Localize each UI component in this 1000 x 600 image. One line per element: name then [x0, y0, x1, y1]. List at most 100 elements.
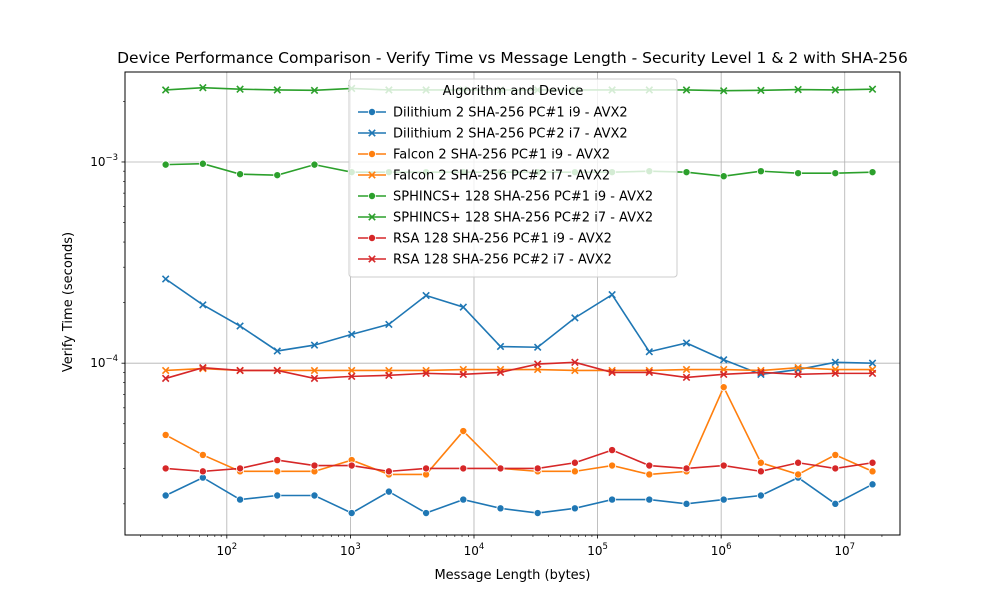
legend-item: SPHINCS+ 128 SHA-256 PC#2 i7 - AVX2	[358, 211, 653, 226]
series-line	[165, 476, 873, 514]
legend-label: SPHINCS+ 128 SHA-256 PC#2 i7 - AVX2	[393, 211, 653, 226]
data-point	[794, 470, 803, 479]
legend-box	[348, 78, 678, 278]
data-point	[645, 495, 654, 504]
data-point	[868, 359, 877, 367]
data-point	[570, 458, 579, 467]
series-0	[161, 473, 877, 518]
data-point	[236, 464, 245, 473]
data-point	[161, 464, 170, 473]
data-point	[794, 458, 803, 467]
data-point	[571, 358, 579, 367]
data-point	[161, 430, 170, 439]
data-point	[756, 467, 765, 476]
data-point	[273, 347, 282, 355]
plot-frame	[124, 71, 901, 536]
legend-item: Dilithium 2 SHA-256 PC#2 i7 - AVX2	[358, 127, 628, 142]
data-point	[496, 504, 505, 513]
data-point	[868, 168, 877, 177]
y-tick-label: 10−4	[90, 354, 118, 370]
data-point	[831, 369, 840, 378]
data-point	[608, 368, 616, 377]
chart-title: Device Performance Comparison - Verify T…	[117, 49, 908, 67]
series-6	[161, 446, 877, 476]
data-point	[459, 464, 468, 473]
series-1	[161, 275, 877, 379]
legend-label: Falcon 2 SHA-256 PC#2 i7 - AVX2	[393, 169, 610, 184]
data-point	[236, 85, 244, 93]
data-point	[496, 368, 505, 377]
data-point	[831, 358, 840, 367]
data-point	[794, 169, 803, 178]
series-line	[165, 278, 873, 376]
data-point	[868, 467, 877, 476]
data-point	[161, 275, 170, 283]
data-point	[719, 461, 728, 470]
data-point	[682, 86, 691, 94]
x-tick-label: 106	[711, 542, 732, 558]
data-point	[273, 366, 282, 375]
series-7	[161, 358, 877, 383]
data-point	[756, 491, 765, 500]
data-point	[533, 343, 542, 352]
data-point	[347, 461, 356, 470]
legend-label: Dilithium 2 SHA-256 PC#2 i7 - AVX2	[393, 127, 628, 142]
data-point	[831, 499, 840, 508]
data-point	[198, 467, 207, 476]
data-point	[570, 467, 579, 476]
data-point	[719, 86, 728, 95]
legend-label: SPHINCS+ 128 SHA-256 PC#1 i9 - AVX2	[393, 190, 653, 205]
x-axis-label: Message Length (bytes)	[434, 568, 590, 583]
legend-marker	[368, 171, 376, 179]
data-point	[199, 83, 207, 92]
legend-label: Falcon 2 SHA-256 PC#1 i9 - AVX2	[393, 148, 610, 163]
data-point	[496, 342, 505, 351]
data-point	[533, 365, 542, 374]
series-line	[165, 361, 873, 380]
data-point	[198, 159, 207, 168]
data-point	[756, 167, 765, 176]
data-point	[794, 85, 802, 94]
x-tick-label: 105	[587, 542, 608, 558]
legend-marker	[368, 129, 376, 137]
data-point	[831, 464, 840, 473]
data-point	[161, 160, 170, 169]
data-point	[310, 374, 319, 383]
data-point	[719, 172, 728, 181]
legend-item: RSA 128 SHA-256 PC#2 i7 - AVX2	[358, 253, 612, 268]
legend-label: Dilithium 2 SHA-256 PC#1 i9 - AVX2	[393, 106, 628, 121]
data-point	[645, 368, 654, 377]
data-point	[198, 450, 207, 459]
series-line	[165, 385, 873, 476]
data-point	[608, 446, 617, 455]
data-point	[571, 366, 579, 375]
data-point	[161, 374, 170, 383]
data-point	[347, 509, 356, 518]
legend-marker	[367, 191, 376, 200]
data-point	[645, 470, 654, 479]
data-point	[496, 464, 505, 473]
data-point	[347, 330, 356, 339]
legend: Algorithm and Device Dilithium 2 SHA-256 …	[348, 78, 678, 278]
data-point	[719, 370, 728, 379]
legend-title: Algorithm and Device	[443, 84, 584, 99]
data-point	[831, 450, 840, 459]
series-line	[165, 366, 873, 372]
data-point	[719, 355, 728, 364]
data-point	[831, 86, 840, 94]
data-point	[422, 464, 431, 473]
data-point	[310, 461, 319, 470]
legend-marker	[367, 233, 376, 242]
legend-label: RSA 128 SHA-256 PC#2 i7 - AVX2	[393, 253, 612, 268]
data-point	[273, 467, 282, 476]
data-point	[682, 499, 691, 508]
y-axis-label: Verify Time (seconds)	[61, 232, 76, 372]
data-point	[236, 322, 244, 330]
data-point	[273, 171, 282, 180]
legend-item: Falcon 2 SHA-256 PC#2 i7 - AVX2	[358, 169, 610, 184]
x-tick-label: 102	[216, 542, 237, 558]
legend-item: RSA 128 SHA-256 PC#1 i9 - AVX2	[358, 232, 612, 247]
data-point	[199, 363, 207, 372]
data-point	[422, 509, 431, 518]
data-point	[459, 370, 468, 379]
